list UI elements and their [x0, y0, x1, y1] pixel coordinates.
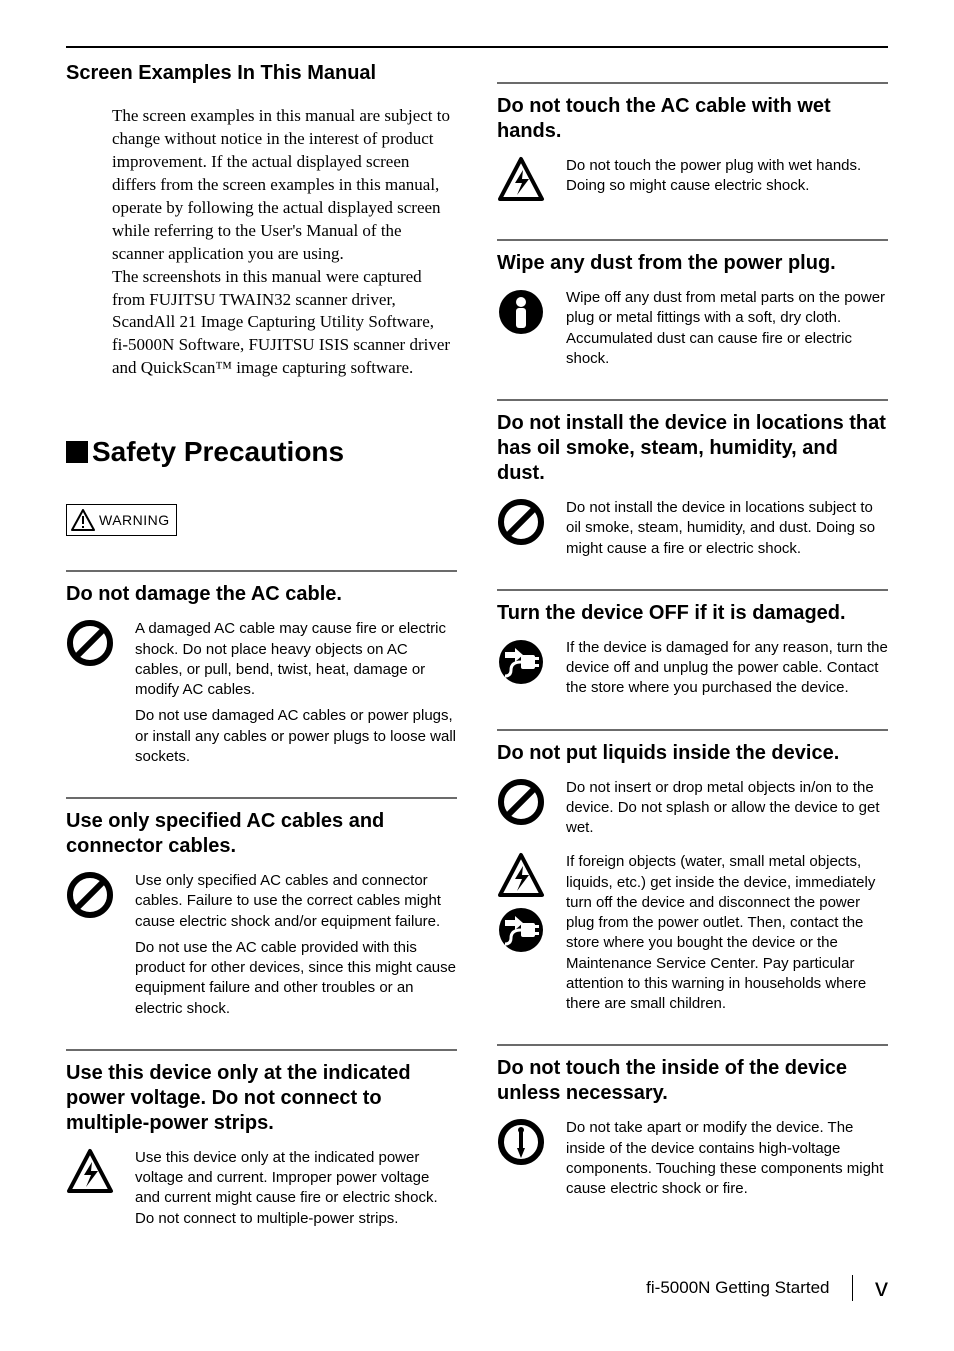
safety-icon-col: [497, 852, 545, 954]
prohibit-icon: [497, 778, 545, 826]
safety-icon-col: [497, 156, 545, 209]
safety-para: Use this device only at the indicated po…: [135, 1148, 457, 1229]
section-rule: [497, 1044, 888, 1046]
safety-para: Do not install the device in locations s…: [566, 498, 888, 559]
warning-triangle-icon: [71, 509, 95, 531]
safety-body: If the device is damaged for any reason,…: [497, 638, 888, 699]
footer-page-number: v: [875, 1272, 888, 1303]
heading-bullet-square: [66, 441, 88, 463]
footer-doc-title: fi-5000N Getting Started: [646, 1278, 829, 1298]
prohibit-icon: [66, 871, 114, 919]
safety-text: If the device is damaged for any reason,…: [566, 638, 888, 699]
safety-body: Do not touch the power plug with wet han…: [497, 156, 888, 209]
section-rule: [497, 399, 888, 401]
safety-para: Do not insert or drop metal objects in/o…: [566, 778, 888, 839]
screen-examples-body: The screen examples in this manual are s…: [66, 105, 457, 380]
safety-text: If foreign objects (water, small metal o…: [566, 852, 888, 1014]
safety-body-extra: If foreign objects (water, small metal o…: [497, 852, 888, 1014]
safety-section: Do not put liquids inside the device. Do…: [497, 729, 888, 1015]
safety-section: Wipe any dust from the power plug. Wipe …: [497, 239, 888, 369]
safety-text: A damaged AC cable may cause fire or ele…: [135, 619, 457, 767]
left-column: Screen Examples In This Manual The scree…: [66, 62, 457, 1259]
safety-icon-col: [497, 778, 545, 831]
safety-icon-col: [66, 1148, 114, 1201]
page-footer: fi-5000N Getting Started v: [646, 1272, 888, 1303]
section-rule: [497, 729, 888, 731]
safety-section: Do not damage the AC cable. A damaged AC…: [66, 570, 457, 767]
safety-heading: Do not touch the inside of the device un…: [497, 1056, 888, 1106]
section-rule: [497, 239, 888, 241]
two-column-layout: Screen Examples In This Manual The scree…: [66, 62, 888, 1259]
section-rule: [497, 589, 888, 591]
section-rule: [497, 82, 888, 84]
safety-text: Do not insert or drop metal objects in/o…: [566, 778, 888, 839]
safety-para: Wipe off any dust from metal parts on th…: [566, 288, 888, 369]
warning-label-text: WARNING: [99, 512, 170, 528]
safety-para: Do not use damaged AC cables or power pl…: [135, 706, 457, 767]
warning-label-box: WARNING: [66, 504, 177, 536]
page-top-rule: [66, 46, 888, 48]
mandatory-icon: [497, 288, 545, 336]
safety-icon-col: [497, 638, 545, 691]
safety-heading: Use this device only at the indicated po…: [66, 1061, 457, 1136]
safety-text: Use this device only at the indicated po…: [135, 1148, 457, 1229]
safety-section: Do not touch the AC cable with wet hands…: [497, 82, 888, 209]
shock-icon: [66, 1148, 114, 1196]
shock-icon: [497, 156, 545, 204]
safety-para: A damaged AC cable may cause fire or ele…: [135, 619, 457, 700]
safety-precautions-heading: Safety Precautions: [66, 436, 457, 468]
disassemble-icon: [497, 1118, 545, 1166]
safety-section: Do not install the device in locations t…: [497, 399, 888, 559]
safety-heading: Do not install the device in locations t…: [497, 411, 888, 486]
safety-icon-col: [66, 871, 114, 924]
safety-precautions-text: Safety Precautions: [92, 436, 344, 468]
screen-examples-title: Screen Examples In This Manual: [66, 62, 457, 85]
safety-para: If the device is damaged for any reason,…: [566, 638, 888, 699]
safety-body: Wipe off any dust from metal parts on th…: [497, 288, 888, 369]
safety-text: Wipe off any dust from metal parts on th…: [566, 288, 888, 369]
footer-separator: [852, 1275, 854, 1301]
safety-para: Use only specified AC cables and connect…: [135, 871, 457, 932]
safety-body: Use only specified AC cables and connect…: [66, 871, 457, 1019]
safety-heading: Do not put liquids inside the device.: [497, 741, 888, 766]
right-column: Do not touch the AC cable with wet hands…: [497, 62, 888, 1259]
safety-para: Do not take apart or modify the device. …: [566, 1118, 888, 1199]
prohibit-icon: [497, 498, 545, 546]
safety-heading: Do not damage the AC cable.: [66, 582, 457, 607]
section-rule: [66, 797, 457, 799]
safety-section: Use this device only at the indicated po…: [66, 1049, 457, 1229]
safety-icon-col: [497, 498, 545, 551]
safety-para: If foreign objects (water, small metal o…: [566, 852, 888, 1014]
safety-section: Do not touch the inside of the device un…: [497, 1044, 888, 1199]
safety-icon-col: [66, 619, 114, 672]
safety-para: Do not use the AC cable provided with th…: [135, 938, 457, 1019]
safety-section: Turn the device OFF if it is damaged. If…: [497, 589, 888, 699]
safety-body: Do not take apart or modify the device. …: [497, 1118, 888, 1199]
shock-icon: [497, 852, 545, 900]
safety-text: Do not take apart or modify the device. …: [566, 1118, 888, 1199]
safety-text: Do not install the device in locations s…: [566, 498, 888, 559]
safety-icon-col: [497, 288, 545, 341]
safety-section: Use only specified AC cables and connect…: [66, 797, 457, 1019]
safety-text: Do not touch the power plug with wet han…: [566, 156, 888, 197]
safety-heading: Do not touch the AC cable with wet hands…: [497, 94, 888, 144]
safety-para: Do not touch the power plug with wet han…: [566, 156, 888, 197]
section-rule: [66, 570, 457, 572]
safety-text: Use only specified AC cables and connect…: [135, 871, 457, 1019]
safety-body: Use this device only at the indicated po…: [66, 1148, 457, 1229]
safety-heading: Use only specified AC cables and connect…: [66, 809, 457, 859]
prohibit-icon: [66, 619, 114, 667]
safety-body: A damaged AC cable may cause fire or ele…: [66, 619, 457, 767]
safety-icon-col: [497, 1118, 545, 1171]
section-rule: [66, 1049, 457, 1051]
unplug-icon: [497, 906, 545, 954]
safety-body: Do not install the device in locations s…: [497, 498, 888, 559]
safety-body: Do not insert or drop metal objects in/o…: [497, 778, 888, 839]
safety-heading: Turn the device OFF if it is damaged.: [497, 601, 888, 626]
unplug-icon: [497, 638, 545, 686]
safety-heading: Wipe any dust from the power plug.: [497, 251, 888, 276]
